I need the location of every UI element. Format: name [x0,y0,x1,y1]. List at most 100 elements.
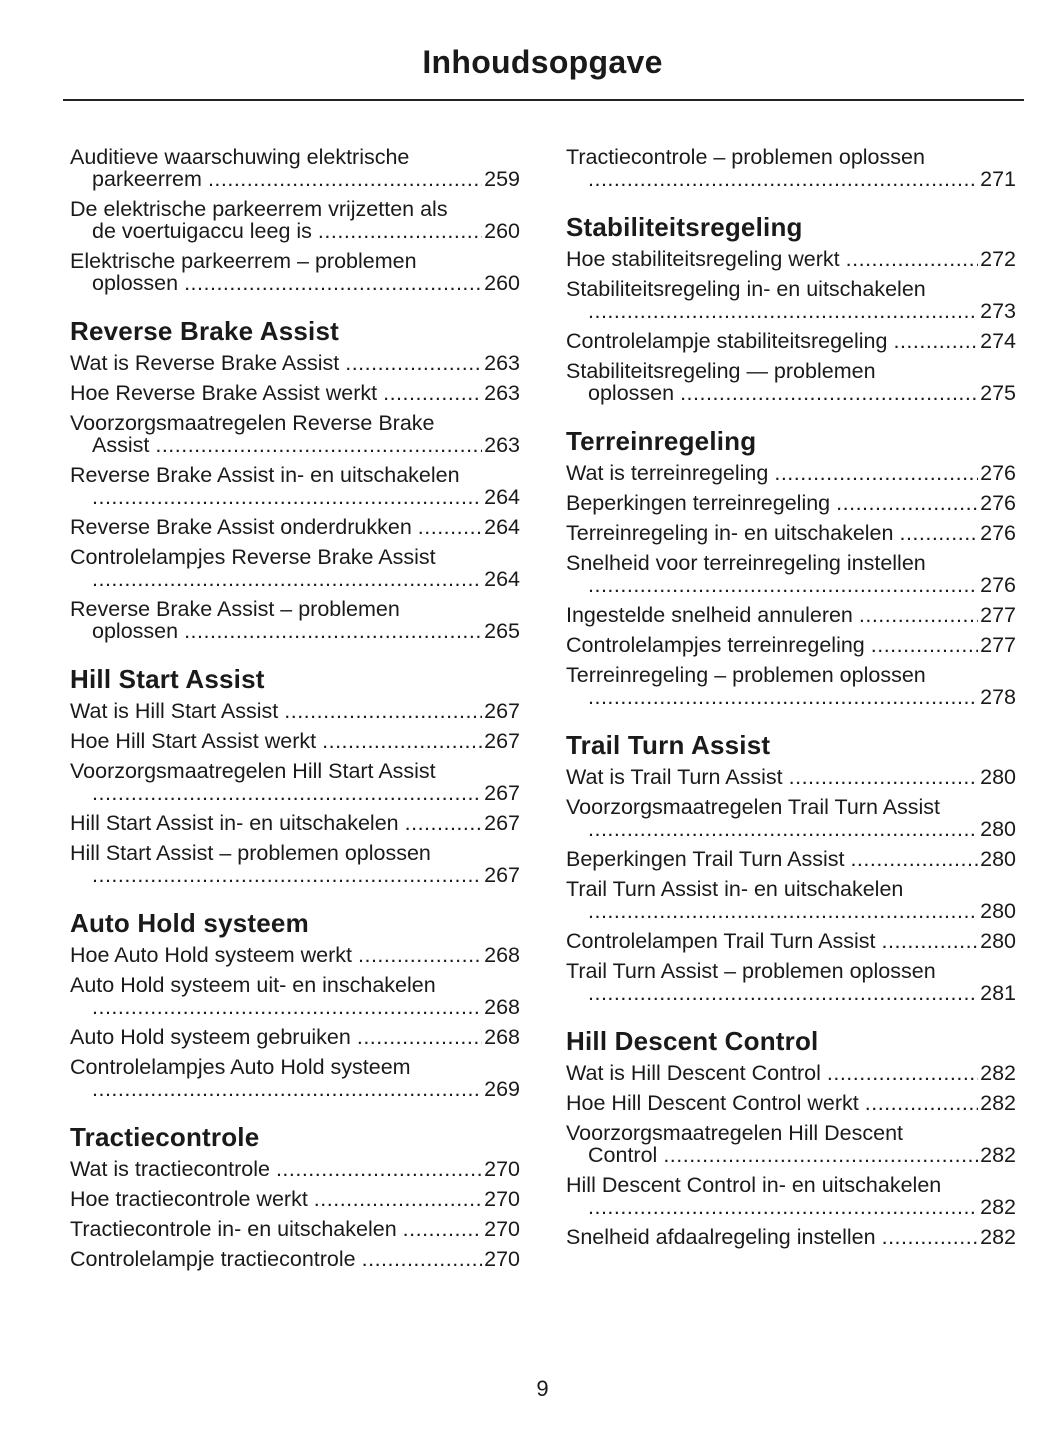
toc-section: Stabiliteitsregeling Hoe stabiliteitsrege… [566,212,1016,404]
toc-entry[interactable]: Controlelampjes Reverse Brake Assist 264 [70,546,520,590]
toc-entry[interactable]: Hoe stabiliteitsregeling werkt 272 [566,248,1016,270]
section-heading: Hill Descent Control [566,1026,819,1056]
toc-entry[interactable]: Hoe Hill Start Assist werkt 267 [70,730,520,752]
toc-entry[interactable]: Wat is Hill Start Assist 267 [70,700,520,722]
toc-entry[interactable]: Terreinregeling in- en uitschakelen 276 [566,522,1016,544]
toc-entry[interactable]: Hoe Hill Descent Control werkt 282 [566,1092,1016,1114]
toc-entry[interactable]: Beperkingen terreinregeling 276 [566,492,1016,514]
entry-line: Voorzorgsmaatregelen Trail Turn Assist [566,796,1016,818]
entry-line: Tractiecontrole in- en uitschakelen 270 [70,1218,520,1240]
dot-leader [184,272,482,294]
dot-leader [405,812,483,834]
entry-page: 280 [980,847,1016,871]
dot-leader [362,1248,483,1270]
toc-entry[interactable]: Voorzorgsmaatregelen Trail Turn Assist 28… [566,796,1016,840]
toc-entry[interactable]: Wat is Trail Turn Assist 280 [566,766,1016,788]
entry-line-continued: 264 [70,486,520,508]
section-heading: Stabiliteitsregeling [566,212,803,242]
toc-entry[interactable]: Tractiecontrole – problemen oplossen 271 [566,146,1016,190]
toc-entry[interactable]: Wat is Hill Descent Control 282 [566,1062,1016,1084]
entry-line: Hill Descent Control in- en uitschakelen [566,1174,1016,1196]
entry-line: Wat is tractiecontrole 270 [70,1158,520,1180]
toc-entry[interactable]: Controlelampjes Auto Hold systeem 269 [70,1056,520,1100]
entry-page: 275 [980,381,1016,405]
toc-entry[interactable]: Trail Turn Assist in- en uitschakelen 280 [566,878,1016,922]
toc-entry[interactable]: Reverse Brake Assist onderdrukken 264 [70,516,520,538]
section-heading: Terreinregeling [566,426,757,456]
entry-line: Auditieve waarschuwing elektrische [70,146,520,168]
toc-entry[interactable]: Snelheid afdaalregeling instellen 282 [566,1226,1016,1248]
entry-line: Voorzorgsmaatregelen Reverse Brake [70,412,520,434]
toc-entry[interactable]: Wat is terreinregeling 276 [566,462,1016,484]
entry-page: 263 [484,381,520,405]
toc-section: Terreinregeling Wat is terreinregeling 276… [566,426,1016,708]
entry-line: Hoe tractiecontrole werkt 270 [70,1188,520,1210]
entry-title: Trail Turn Assist – problemen oplossen [566,959,936,983]
entry-line-continued: oplossen 275 [566,382,1016,404]
toc-entry[interactable]: Reverse Brake Assist in- en uitschakelen… [70,464,520,508]
entry-page: 276 [980,573,1016,597]
entry-line: Hoe Hill Start Assist werkt 267 [70,730,520,752]
toc-entry[interactable]: Auto Hold systeem gebruiken 268 [70,1026,520,1048]
toc-entry[interactable]: Hill Start Assist – problemen oplossen 26… [70,842,520,886]
entry-page: 282 [980,1195,1016,1219]
toc-entry[interactable]: Reverse Brake Assist – problemen oplossen… [70,598,520,642]
entry-line-continued: 267 [70,782,520,804]
toc-entry[interactable]: De elektrische parkeerrem vrijzetten als… [70,198,520,242]
toc-entry[interactable]: Voorzorgsmaatregelen Hill Descent Control… [566,1122,1016,1166]
dot-leader [418,516,482,538]
dot-leader [318,220,482,242]
dot-leader [92,864,482,886]
toc-entry[interactable]: Auditieve waarschuwing elektrische parkee… [70,146,520,190]
entry-title: Controlelampjes Auto Hold systeem [70,1055,411,1079]
toc-entry[interactable]: Hoe tractiecontrole werkt 270 [70,1188,520,1210]
entry-line: Snelheid afdaalregeling instellen 282 [566,1226,1016,1248]
entry-line: Hill Start Assist – problemen oplossen [70,842,520,864]
dot-leader [680,382,978,404]
toc-section: Trail Turn Assist Wat is Trail Turn Assis… [566,730,1016,1004]
entry-line-continued: oplossen 265 [70,620,520,642]
toc-entry[interactable]: Controlelampen Trail Turn Assist 280 [566,930,1016,952]
entry-title: Reverse Brake Assist – problemen [70,597,400,621]
dot-leader [588,982,978,1004]
toc-entry[interactable]: Voorzorgsmaatregelen Reverse Brake Assist… [70,412,520,456]
toc-entry[interactable]: Auto Hold systeem uit- en inschakelen 268 [70,974,520,1018]
section-heading: Reverse Brake Assist [70,316,339,346]
entry-page: 273 [980,299,1016,323]
toc-entry[interactable]: Snelheid voor terreinregeling instellen 2… [566,552,1016,596]
toc-entry[interactable]: Stabiliteitsregeling — problemen oplossen… [566,360,1016,404]
dot-leader [865,1092,978,1114]
toc-entry[interactable]: Terreinregeling – problemen oplossen 278 [566,664,1016,708]
entry-line-continued: 273 [566,300,1016,322]
toc-entry[interactable]: Hill Descent Control in- en uitschakelen… [566,1174,1016,1218]
entry-title: Hoe Hill Descent Control werkt [566,1091,859,1115]
toc-entry[interactable]: Hoe Reverse Brake Assist werkt 263 [70,382,520,404]
toc-entry[interactable]: Stabiliteitsregeling in- en uitschakelen… [566,278,1016,322]
dot-leader [827,1062,978,1084]
entry-page: 268 [484,943,520,967]
entry-line: Stabiliteitsregeling in- en uitschakelen [566,278,1016,300]
toc-entry[interactable]: Elektrische parkeerrem – problemen oploss… [70,250,520,294]
dot-leader [92,486,482,508]
toc-entry[interactable]: Voorzorgsmaatregelen Hill Start Assist 26… [70,760,520,804]
entry-title-continued: Control [588,1143,658,1167]
section-heading: Tractiecontrole [70,1122,260,1152]
toc-entry[interactable]: Tractiecontrole in- en uitschakelen 270 [70,1218,520,1240]
toc-entry[interactable]: Trail Turn Assist – problemen oplossen 28… [566,960,1016,1004]
toc-entry[interactable]: Controlelampje tractiecontrole 270 [70,1248,520,1270]
toc-entry[interactable]: Controlelampje stabiliteitsregeling 274 [566,330,1016,352]
toc-entry[interactable]: Controlelampjes terreinregeling 277 [566,634,1016,656]
entry-title: Hill Start Assist – problemen oplossen [70,841,431,865]
entry-line: Wat is Trail Turn Assist 280 [566,766,1016,788]
entry-line: Hoe Hill Descent Control werkt 282 [566,1092,1016,1114]
entry-page: 270 [484,1247,520,1271]
toc-entry[interactable]: Hill Start Assist in- en uitschakelen 267 [70,812,520,834]
dot-leader [882,930,979,952]
toc-entry[interactable]: Wat is tractiecontrole 270 [70,1158,520,1180]
toc-entry[interactable]: Beperkingen Trail Turn Assist 280 [566,848,1016,870]
entry-title: Voorzorgsmaatregelen Hill Descent [566,1121,903,1145]
toc-entry[interactable]: Ingestelde snelheid annuleren 277 [566,604,1016,626]
toc-entry[interactable]: Hoe Auto Hold systeem werkt 268 [70,944,520,966]
toc-entry[interactable]: Wat is Reverse Brake Assist 263 [70,352,520,374]
entry-page: 267 [484,781,520,805]
